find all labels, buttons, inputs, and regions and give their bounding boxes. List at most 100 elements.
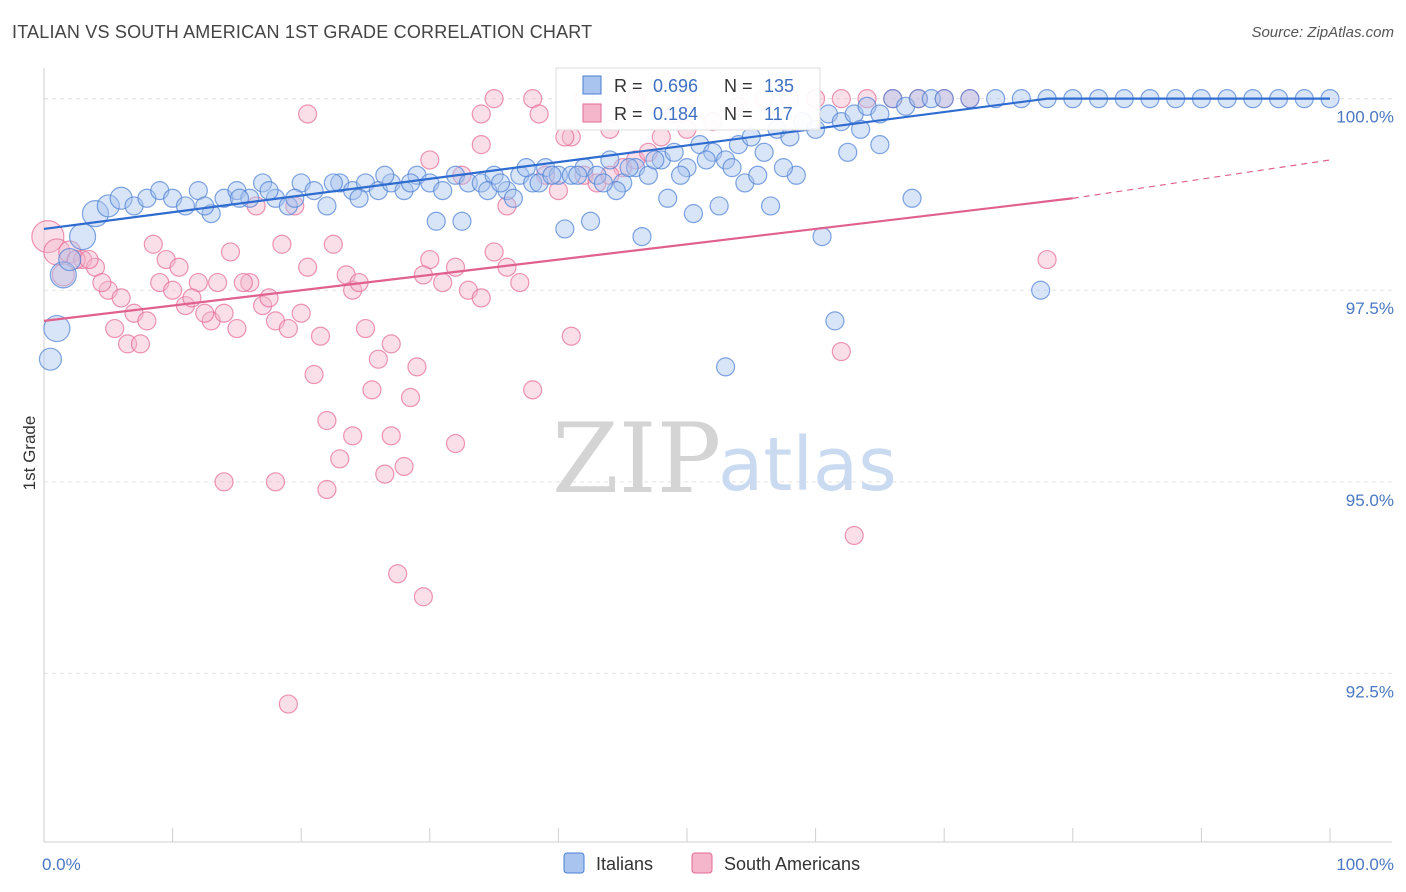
south-americans-point-94	[323, 234, 343, 254]
south-americans-point-103	[265, 472, 286, 492]
series-legend: Italians South Americans	[563, 852, 860, 874]
legend-swatch-italians	[582, 75, 602, 95]
bottom-legend-swatch-italians	[563, 852, 585, 874]
italians-point-105	[683, 204, 704, 224]
legend-r-value-south-americans: 0.184	[653, 104, 698, 124]
italians-point-5	[81, 200, 110, 228]
italians-point-32	[433, 181, 453, 201]
south-americans-point-87	[233, 272, 253, 293]
gridlines	[44, 98, 1392, 674]
legend-n-label-south-americans: N =	[724, 104, 753, 124]
south-americans-point-25	[355, 318, 376, 339]
legend-n-value-south-americans: 117	[764, 104, 793, 124]
italians-point-57	[754, 142, 774, 162]
south-americans-point-105	[317, 479, 337, 500]
italians-point-22	[304, 181, 324, 201]
south-americans-point-0	[31, 219, 65, 254]
south-americans-point-108	[445, 433, 466, 454]
south-americans-point-15	[227, 318, 247, 339]
italians-point-128	[870, 135, 890, 155]
series-italians	[38, 89, 1340, 377]
italians-point-23	[317, 196, 337, 216]
south-americans-point-75	[79, 249, 99, 270]
stats-legend: R = 0.696 N = 135 R = 0.184 N = 117	[555, 67, 821, 131]
south-americans-point-99	[388, 564, 408, 584]
watermark: ZIP atlas	[552, 403, 897, 515]
italians-point-98	[503, 188, 523, 208]
axes	[43, 68, 1392, 843]
bottom-legend-swatch-south-americans	[691, 852, 713, 874]
x-tick-label-min: 0.0%	[42, 855, 81, 874]
south-americans-point-111	[844, 525, 864, 546]
south-americans-point-89	[259, 288, 279, 308]
legend-r-label-south-americans: R =	[614, 104, 643, 124]
italians-point-92	[349, 188, 369, 208]
legend-swatch-south-americans	[582, 103, 602, 123]
south-americans-point-90	[272, 234, 292, 254]
south-americans-point-114	[471, 104, 491, 124]
italians-point-4	[68, 222, 97, 251]
south-americans-point-23	[330, 449, 350, 469]
y-axis-label: 1st Grade	[20, 416, 39, 491]
italians-point-116	[593, 173, 614, 193]
italians-point-66	[870, 104, 890, 124]
south-americans-point-10	[163, 280, 183, 300]
south-americans-point-17	[253, 295, 273, 316]
italians-point-110	[812, 226, 832, 247]
italians-point-120	[696, 150, 716, 170]
south-americans-point-106	[343, 426, 363, 446]
south-americans-point-70	[497, 196, 517, 216]
trend-lines	[43, 97, 1331, 322]
bottom-legend-label-italians: Italians	[596, 854, 653, 874]
italians-point-106	[709, 196, 729, 216]
legend-n-label-italians: N =	[724, 76, 753, 96]
south-americans-point-27	[381, 426, 401, 446]
italians-point-104	[658, 188, 678, 208]
legend-r-value-italians: 0.696	[653, 76, 698, 96]
italians-point-71	[934, 89, 954, 109]
italians-point-96	[452, 211, 472, 231]
y-tick-label-2: 95.0%	[1346, 491, 1394, 510]
italians-point-7	[109, 186, 133, 210]
italians-point-6	[96, 194, 120, 218]
south-americans-point-28	[394, 456, 414, 477]
south-americans-point-14	[214, 303, 234, 323]
south-americans-point-107	[381, 334, 401, 354]
italians-point-112	[490, 173, 511, 193]
italians-point-124	[825, 311, 845, 331]
italians-point-0	[38, 347, 63, 371]
italians-point-2	[49, 261, 77, 289]
legend-n-value-italians: 135	[764, 76, 794, 96]
trend-line-italians	[43, 97, 1048, 231]
y-tick-labels: 100.0% 97.5% 95.0% 92.5%	[1336, 108, 1394, 702]
italians-point-126	[902, 188, 922, 208]
south-americans-point-66	[298, 104, 318, 124]
italians-point-111	[838, 142, 858, 162]
south-americans-point-67	[420, 150, 440, 170]
south-americans-point-20	[291, 303, 311, 323]
south-americans-point-48	[651, 127, 671, 147]
south-americans-point-29	[407, 357, 427, 377]
south-americans-point-16	[240, 272, 260, 293]
italians-point-101	[580, 211, 601, 231]
south-americans-point-93	[310, 326, 331, 346]
italians-point-115	[568, 165, 588, 185]
south-americans-point-73	[51, 263, 75, 287]
south-americans-point-56	[831, 89, 851, 109]
italians-point-91	[323, 173, 343, 193]
italians-point-37	[497, 181, 517, 201]
south-americans-point-82	[169, 257, 189, 277]
south-americans-point-38	[523, 380, 543, 400]
italians-point-54	[715, 150, 736, 170]
italians-point-72	[960, 89, 980, 109]
south-americans-point-102	[214, 472, 234, 492]
south-americans-point-84	[195, 303, 215, 323]
south-americans-point-69	[471, 135, 491, 155]
south-americans-point-104	[278, 694, 298, 714]
bottom-legend-label-south-americans: South Americans	[724, 854, 860, 874]
italians-point-118	[645, 150, 665, 170]
italians-point-93	[375, 165, 395, 185]
south-americans-point-37	[510, 272, 530, 293]
italians-point-89	[259, 181, 279, 201]
